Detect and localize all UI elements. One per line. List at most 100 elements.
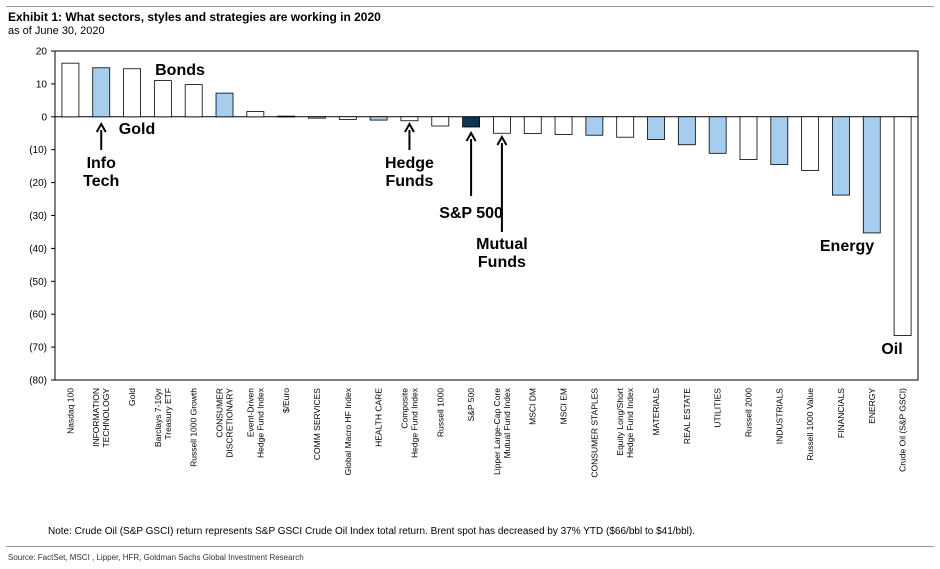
bars: [61, 62, 912, 336]
annotation-arrow-head: [404, 121, 415, 133]
x-tick-label-line: MSCI EM: [559, 388, 569, 424]
bar-equity-long-short-hedge-fund-index: [616, 116, 635, 138]
annotation-text: Tech: [83, 173, 119, 190]
bar-utilities: [708, 116, 727, 154]
y-tick-label: (50): [29, 277, 47, 288]
x-tick-label: MSCI EM: [559, 388, 569, 424]
x-tick-label-line: CONSUMER STAPLES: [589, 388, 599, 478]
annotation-text: Hedge: [385, 155, 434, 172]
y-tick-label: (10): [29, 145, 47, 156]
chart-note: Note: Crude Oil (S&P GSCI) return repres…: [48, 526, 695, 537]
bar-health-care: [369, 116, 388, 121]
annotation-arrow-head: [496, 134, 508, 146]
x-tick-label: Composite Hedge Fund Index: [399, 387, 419, 458]
annotation-text: Energy: [820, 238, 874, 255]
bar-information-technology: [92, 67, 111, 118]
x-tick-label: COMM SERVICES: [312, 388, 322, 460]
bar-real-estate: [677, 116, 696, 146]
bar-global-macro-hf-index: [338, 116, 357, 120]
annotation-text: Oil: [881, 341, 902, 358]
x-tick-label-line: Crude Oil (S&P GSCI): [898, 388, 908, 472]
x-tick-label: Russell 1000 Value: [805, 388, 815, 461]
x-tick-label: Gold: [127, 388, 137, 406]
bar-energy: [862, 116, 881, 234]
bar-comm-services: [308, 116, 326, 119]
annotation-arrow-head: [95, 121, 107, 133]
bar-euro: [277, 115, 296, 118]
bottom-rule: [6, 546, 934, 547]
x-tick-label-line: COMM SERVICES: [312, 388, 322, 460]
y-tick-label: 0: [41, 112, 47, 123]
annotation-text: Mutual: [476, 236, 528, 253]
x-tick-label: REAL ESTATE: [682, 388, 692, 444]
x-tick-label: INDUSTRIALS: [774, 388, 784, 445]
x-tick-label-line: Gold: [127, 388, 137, 406]
y-tick-label: (30): [29, 211, 47, 222]
annotation-s-p-500: S&P 500: [439, 130, 503, 222]
annotation-bonds: Bonds: [155, 62, 205, 79]
x-tick-label-line: $/Euro: [281, 388, 291, 413]
x-tick-label-line: TECHNOLOGY: [101, 388, 111, 448]
x-tick-label-line: ENERGY: [867, 388, 877, 424]
annotation-text: Info: [87, 155, 117, 172]
x-tick-label: Global Macro HF Index: [343, 387, 353, 475]
bar-russell-1000-growth: [184, 84, 203, 118]
x-tick-label: MATERIALS: [651, 388, 661, 436]
bar-nasdaq-100: [61, 62, 80, 118]
x-tick-label: $/Euro: [281, 388, 291, 413]
x-tick-label-line: Russell 2000: [743, 388, 753, 437]
x-tick-label-line: MSCI DM: [528, 388, 538, 425]
x-tick-label-line: DISCRETIONARY: [225, 388, 235, 458]
x-tick-label: CONSUMER DISCRETIONARY: [215, 388, 235, 458]
x-tick-label-line: Event-Driven: [245, 388, 255, 437]
x-tick-label-line: REAL ESTATE: [682, 388, 692, 444]
y-tick-label: (40): [29, 244, 47, 255]
bar-consumer-staples: [585, 116, 604, 136]
category-labels: Nasdaq 100 INFORMATION TECHNOLOGY Gold Barcl…: [65, 387, 907, 477]
bar-s-p-500: [462, 116, 480, 128]
x-tick-label-line: S&P 500: [466, 388, 476, 422]
x-tick-label-line: INFORMATION: [91, 388, 101, 447]
bar-chart: 20 10 0 (10) (20) (30) (40) (50) (60) (70) (80) Na…: [29, 47, 919, 478]
x-tick-label: Equity Long/Short Hedge Fund Index: [615, 387, 635, 458]
x-tick-label-line: Mutual Fund Index: [502, 387, 512, 458]
bar-msci-em: [554, 116, 573, 135]
annotation-oil: Oil: [881, 341, 902, 358]
x-tick-label-line: Treasury ETF: [163, 388, 173, 440]
annotation-gold: Gold: [119, 121, 155, 138]
x-tick-label: Russell 1000: [435, 388, 445, 437]
x-tick-label-line: Lipper Large-Cap Core: [492, 388, 502, 475]
x-tick-label-line: HEALTH CARE: [374, 388, 384, 447]
bar-russell-1000-value: [801, 116, 820, 171]
x-tick-label: FINANCIALS: [836, 388, 846, 438]
x-tick-label: Russell 1000 Growth: [189, 388, 199, 467]
bar-gold: [123, 68, 141, 118]
bar-industrials: [770, 116, 789, 165]
x-tick-label: Event-Driven Hedge Fund Index: [245, 387, 265, 458]
source-line: Source: FactSet, MSCI , Lipper, HFR, Gol…: [8, 553, 304, 562]
x-tick-label-line: Hedge Fund Index: [255, 387, 265, 458]
bar-crude-oil-s-p-gsci: [893, 116, 912, 336]
x-tick-label: MSCI DM: [528, 388, 538, 425]
annotation-energy: Energy: [820, 238, 874, 255]
bar-russell-1000: [431, 116, 450, 127]
x-tick-label: INFORMATION TECHNOLOGY: [91, 388, 111, 448]
y-tick-label: 10: [36, 79, 48, 90]
exhibit-title: Exhibit 1: What sectors, styles and stra…: [8, 10, 381, 24]
bar-barclays-7-10yr-treasury-etf: [153, 80, 172, 118]
x-tick-label: HEALTH CARE: [374, 388, 384, 447]
x-tick-label: UTILITIES: [713, 388, 723, 428]
bar-event-driven-hedge-fund-index: [246, 111, 265, 118]
y-tick-label: (60): [29, 310, 47, 321]
x-tick-label-line: Composite: [399, 388, 409, 429]
bar-materials: [647, 116, 665, 140]
annotation-text: Funds: [478, 254, 526, 271]
top-rule: [6, 6, 934, 7]
bar-russell-2000: [739, 116, 758, 160]
annotation-text: S&P 500: [439, 205, 503, 222]
bar-lipper-large-cap-core-mutual-fund-index: [493, 116, 511, 134]
x-tick-label-line: CONSUMER: [215, 388, 225, 438]
x-tick-label-line: MATERIALS: [651, 388, 661, 436]
